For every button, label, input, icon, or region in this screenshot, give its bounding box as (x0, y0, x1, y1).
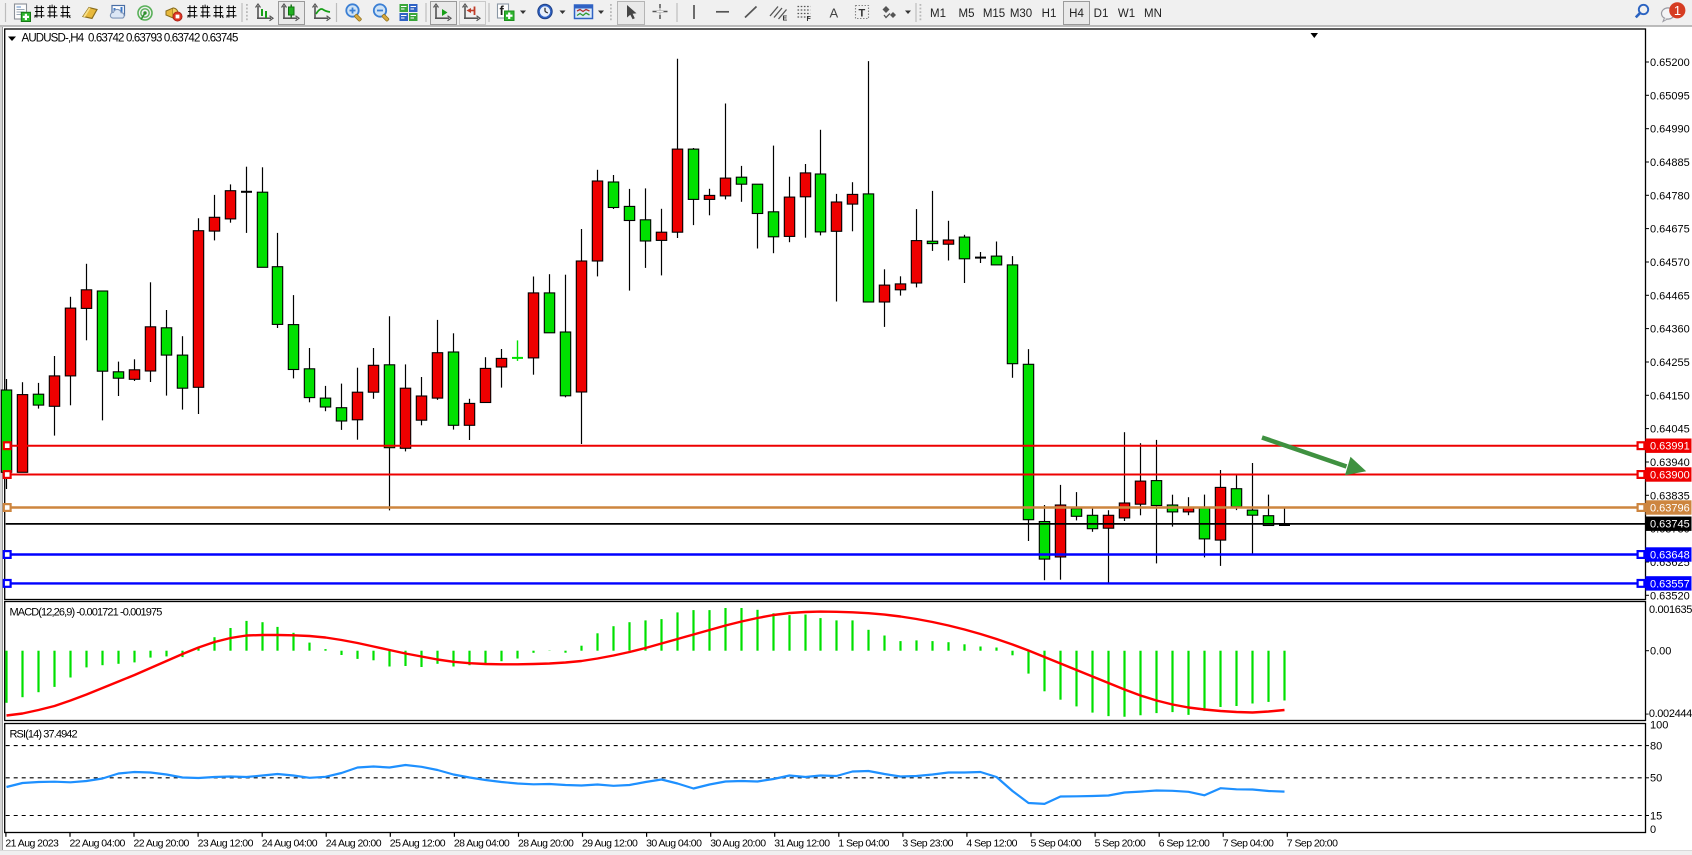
svg-text:0.64465: 0.64465 (1650, 290, 1690, 302)
svg-text:7 Sep 20:00: 7 Sep 20:00 (1287, 838, 1338, 850)
svg-text:0.63796: 0.63796 (1650, 503, 1690, 515)
svg-text:H1: H1 (1042, 8, 1057, 20)
svg-text:E: E (783, 16, 788, 23)
svg-text:0.64780: 0.64780 (1650, 190, 1690, 202)
svg-text:0.64360: 0.64360 (1650, 324, 1690, 336)
svg-text:D1: D1 (1094, 8, 1109, 20)
svg-text:0.63648: 0.63648 (1650, 550, 1690, 562)
svg-text:22 Aug 04:00: 22 Aug 04:00 (70, 838, 126, 850)
svg-text:T: T (859, 8, 866, 20)
svg-text:30 Aug 04:00: 30 Aug 04:00 (646, 838, 702, 850)
svg-text:AUDUSD-,H4 0.63742 0.63793 0.: AUDUSD-,H4 0.63742 0.63793 0.63742 0.637… (22, 33, 238, 45)
svg-text:0.63900: 0.63900 (1650, 470, 1690, 482)
svg-text:0.63991: 0.63991 (1650, 441, 1690, 453)
svg-text:0.63940: 0.63940 (1650, 457, 1690, 469)
svg-text:0.63557: 0.63557 (1650, 578, 1690, 590)
svg-text:0: 0 (1650, 824, 1656, 836)
svg-text:W1: W1 (1118, 8, 1135, 20)
svg-text:A: A (830, 6, 839, 21)
svg-text:30 Aug 20:00: 30 Aug 20:00 (710, 838, 766, 850)
svg-text:100: 100 (1650, 720, 1668, 732)
svg-text:0.63520: 0.63520 (1650, 590, 1690, 602)
svg-text:0.64990: 0.64990 (1650, 124, 1690, 136)
svg-text:0.00: 0.00 (1650, 646, 1671, 658)
svg-text:RSI(14) 37.4942: RSI(14) 37.4942 (10, 729, 78, 741)
svg-text:21 Aug 2023: 21 Aug 2023 (5, 838, 59, 850)
svg-text:0.64675: 0.64675 (1650, 224, 1690, 236)
svg-text:24 Aug 04:00: 24 Aug 04:00 (262, 838, 318, 850)
svg-text:24 Aug 20:00: 24 Aug 20:00 (326, 838, 382, 850)
svg-text:M1: M1 (930, 8, 946, 20)
svg-text:28 Aug 04:00: 28 Aug 04:00 (454, 838, 510, 850)
svg-text:0.64885: 0.64885 (1650, 157, 1690, 169)
svg-text:25 Aug 12:00: 25 Aug 12:00 (390, 838, 446, 850)
svg-text:0.65095: 0.65095 (1650, 90, 1690, 102)
svg-text:29 Aug 12:00: 29 Aug 12:00 (582, 838, 638, 850)
svg-text:28 Aug 20:00: 28 Aug 20:00 (518, 838, 574, 850)
svg-text:M30: M30 (1010, 8, 1032, 20)
svg-text:0.64045: 0.64045 (1650, 424, 1690, 436)
svg-text:5 Sep 20:00: 5 Sep 20:00 (1095, 838, 1146, 850)
svg-text:22 Aug 20:00: 22 Aug 20:00 (134, 838, 190, 850)
svg-text:50: 50 (1650, 773, 1662, 785)
svg-text:-0.002444: -0.002444 (1646, 708, 1692, 720)
svg-text:MN: MN (1144, 8, 1162, 20)
svg-text:15: 15 (1650, 811, 1662, 823)
svg-text:0.64150: 0.64150 (1650, 390, 1690, 402)
svg-text:23 Aug 12:00: 23 Aug 12:00 (198, 838, 254, 850)
svg-text:0.65200: 0.65200 (1650, 57, 1690, 69)
svg-text:4 Sep 12:00: 4 Sep 12:00 (966, 838, 1017, 850)
svg-text:M15: M15 (983, 8, 1005, 20)
svg-text:0.63745: 0.63745 (1650, 519, 1690, 531)
svg-text:0.64255: 0.64255 (1650, 357, 1690, 369)
svg-text:H4: H4 (1069, 8, 1084, 20)
svg-text:6 Sep 12:00: 6 Sep 12:00 (1159, 838, 1210, 850)
svg-text:1: 1 (1674, 3, 1681, 18)
svg-text:31 Aug 12:00: 31 Aug 12:00 (774, 838, 830, 850)
svg-text:80: 80 (1650, 741, 1662, 753)
svg-text:M5: M5 (959, 8, 975, 20)
svg-text:1 Sep 04:00: 1 Sep 04:00 (838, 838, 889, 850)
svg-text:F: F (807, 16, 812, 23)
svg-text:0.63835: 0.63835 (1650, 490, 1690, 502)
svg-text:0.001635: 0.001635 (1649, 604, 1692, 616)
svg-text:3 Sep 23:00: 3 Sep 23:00 (902, 838, 953, 850)
svg-text:7 Sep 04:00: 7 Sep 04:00 (1223, 838, 1274, 850)
svg-text:MACD(12,26,9) -0.001721 -0.001: MACD(12,26,9) -0.001721 -0.001975 (10, 607, 163, 619)
svg-text:5 Sep 04:00: 5 Sep 04:00 (1031, 838, 1082, 850)
svg-text:f: f (500, 3, 505, 18)
svg-text:0.64570: 0.64570 (1650, 257, 1690, 269)
